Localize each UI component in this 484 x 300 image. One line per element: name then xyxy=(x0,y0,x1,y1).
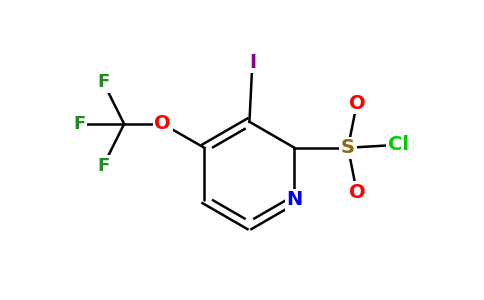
Text: F: F xyxy=(97,74,109,92)
Text: F: F xyxy=(97,157,109,175)
Text: O: O xyxy=(348,183,365,202)
Text: O: O xyxy=(154,115,171,134)
Text: S: S xyxy=(341,138,355,157)
Text: O: O xyxy=(348,94,365,113)
Text: Cl: Cl xyxy=(388,135,409,154)
Text: F: F xyxy=(74,115,86,133)
Text: N: N xyxy=(287,190,302,209)
Text: I: I xyxy=(249,53,256,72)
